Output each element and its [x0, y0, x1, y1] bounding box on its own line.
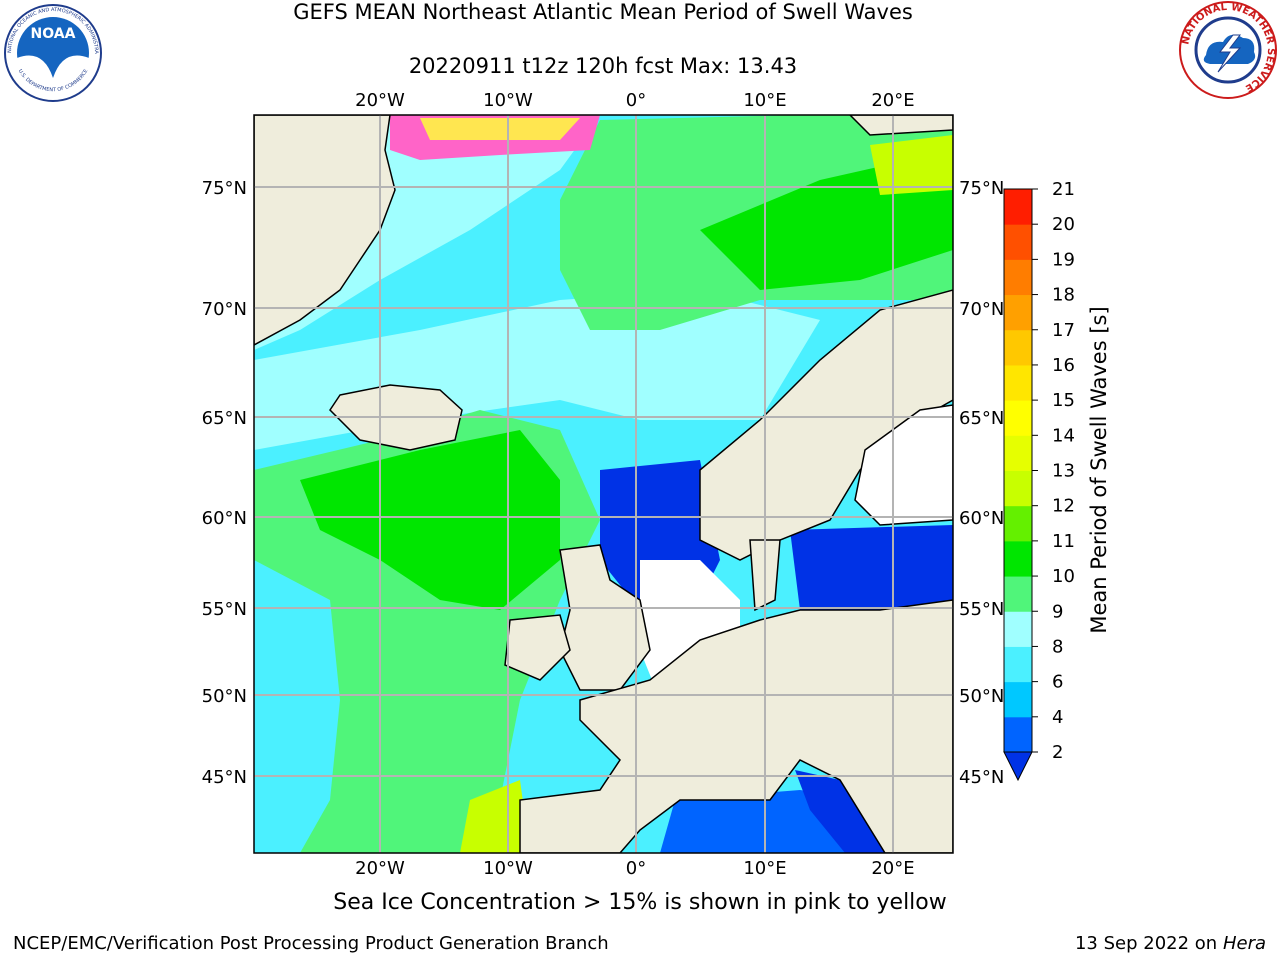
colorbar-label: 12 [1052, 496, 1075, 517]
lat-labels: 75°N 70°N 65°N 60°N 55°N 50°N 45°N 75°N … [202, 178, 1005, 788]
colorbar-label: 11 [1052, 531, 1075, 552]
lon-label-bottom: 20°E [871, 858, 914, 879]
swell-field-southwest [254, 560, 340, 853]
lon-label-bottom: 0° [626, 858, 646, 879]
colorbar-under-arrow [1003, 751, 1033, 782]
lat-label-left: 45°N [202, 767, 247, 788]
colorbar-label: 18 [1052, 285, 1075, 306]
colorbar-segment [1004, 540, 1032, 577]
land-masses [254, 115, 953, 853]
map-title: GEFS MEAN Northeast Atlantic Mean Period… [293, 0, 913, 24]
lat-label-right: 65°N [959, 408, 1004, 429]
colorbar-label: 6 [1052, 672, 1063, 693]
lon-label-bottom: 10°W [483, 858, 533, 879]
colorbar-label: 17 [1052, 320, 1075, 341]
lat-label-left: 55°N [202, 599, 247, 620]
colorbar: 2 4 6 8 9 10 11 12 13 14 15 16 17 18 19 20 21 [1003, 179, 1075, 782]
swell-field-adriatic [795, 770, 885, 853]
lat-label-left: 75°N [202, 178, 247, 199]
lon-label-bottom: 20°W [355, 858, 405, 879]
greenland [254, 115, 396, 346]
colorbar-segment [1004, 470, 1032, 507]
colorbar-label: 9 [1052, 601, 1063, 622]
colorbar-label: 13 [1052, 461, 1075, 482]
lon-label-top: 20°E [871, 90, 914, 111]
lon-label-top: 10°E [743, 90, 786, 111]
map-frame [253, 114, 954, 854]
ireland [504, 614, 571, 681]
colorbar-label: 21 [1052, 179, 1075, 200]
colorbar-segment [1004, 400, 1032, 436]
colorbar-segment [1004, 364, 1032, 401]
colorbar-segment [1004, 681, 1032, 718]
colorbar-segment [1004, 576, 1032, 612]
noaa-logo-icon: NOAA NATIONAL OCEANIC AND ATMOSPHERIC AD… [3, 3, 102, 102]
colorbar-segment [1004, 611, 1032, 647]
no-data-north-sea [640, 560, 740, 700]
swell-field-atlantic-long [300, 430, 560, 610]
colorbar-label: 4 [1052, 707, 1063, 728]
colorbar-segment [1004, 435, 1032, 471]
gulf-of-bothnia [854, 404, 953, 526]
lat-label-left: 60°N [202, 508, 247, 529]
lon-labels: 20°W 10°W 0° 10°E 20°E 20°W 10°W 0° 10°E… [355, 90, 914, 879]
lat-label-right: 60°N [959, 508, 1004, 529]
date-stamp: 13 Sep 2022 on Hera [1075, 933, 1266, 954]
colorbar-segment [1004, 224, 1032, 260]
colorbar-segment [1004, 646, 1032, 683]
colorbar-label: 16 [1052, 355, 1075, 376]
colorbar-label: 20 [1052, 214, 1075, 235]
svalbard [848, 115, 953, 136]
lon-label-top: 20°W [355, 90, 405, 111]
colorbar-label: 14 [1052, 425, 1075, 446]
svg-text:NOAA: NOAA [31, 26, 76, 42]
lon-label-bottom: 10°E [743, 858, 786, 879]
lat-label-left: 65°N [202, 408, 247, 429]
swell-field-iberia-max [460, 780, 530, 853]
colorbar-label: 8 [1052, 636, 1063, 657]
continental-europe [519, 599, 953, 853]
lat-label-right: 45°N [959, 767, 1004, 788]
colorbar-segment [1004, 189, 1032, 225]
colorbar-title: Mean Period of Swell Waves [s] [1087, 306, 1111, 633]
colorbar-label: 19 [1052, 249, 1075, 270]
colorbar-label: 15 [1052, 390, 1075, 411]
date-text: 13 Sep 2022 on [1074, 933, 1218, 954]
lon-label-top: 0° [626, 90, 646, 111]
credit-line: NCEP/EMC/Verification Post Processing Pr… [13, 933, 609, 954]
lat-label-left: 70°N [202, 299, 247, 320]
graticule [254, 115, 953, 853]
colorbar-segment [1004, 259, 1032, 296]
swell-field-barents-max [870, 135, 953, 195]
lat-label-left: 50°N [202, 686, 247, 707]
map-subtitle: 20220911 t12z 120h fcst Max: 13.43 [408, 54, 798, 78]
swell-field-baltic [790, 525, 953, 610]
lon-label-top: 10°W [483, 90, 533, 111]
map-area [254, 115, 953, 853]
lat-label-right: 50°N [959, 686, 1004, 707]
sea-ice-core [420, 118, 580, 140]
lat-label-right: 55°N [959, 599, 1004, 620]
lat-label-right: 70°N [959, 299, 1004, 320]
host-name: Hera [1222, 933, 1266, 954]
sea-ice-note: Sea Ice Concentration > 15% is shown in … [333, 890, 947, 915]
lat-label-right: 75°N [959, 178, 1004, 199]
colorbar-segment [1004, 329, 1032, 366]
colorbar-label: 10 [1052, 566, 1075, 587]
nws-logo-icon: NATIONAL WEATHER SERVICE [1179, 1, 1277, 99]
colorbar-segment [1004, 294, 1032, 331]
colorbar-label: 2 [1052, 742, 1063, 763]
colorbar-segment [1004, 505, 1032, 542]
colorbar-segment [1004, 716, 1032, 753]
